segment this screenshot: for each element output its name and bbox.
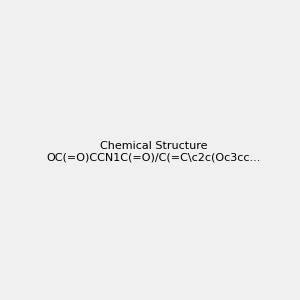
Text: Chemical Structure
OC(=O)CCN1C(=O)/C(=C\c2c(Oc3cc...: Chemical Structure OC(=O)CCN1C(=O)/C(=C\… — [46, 141, 261, 162]
